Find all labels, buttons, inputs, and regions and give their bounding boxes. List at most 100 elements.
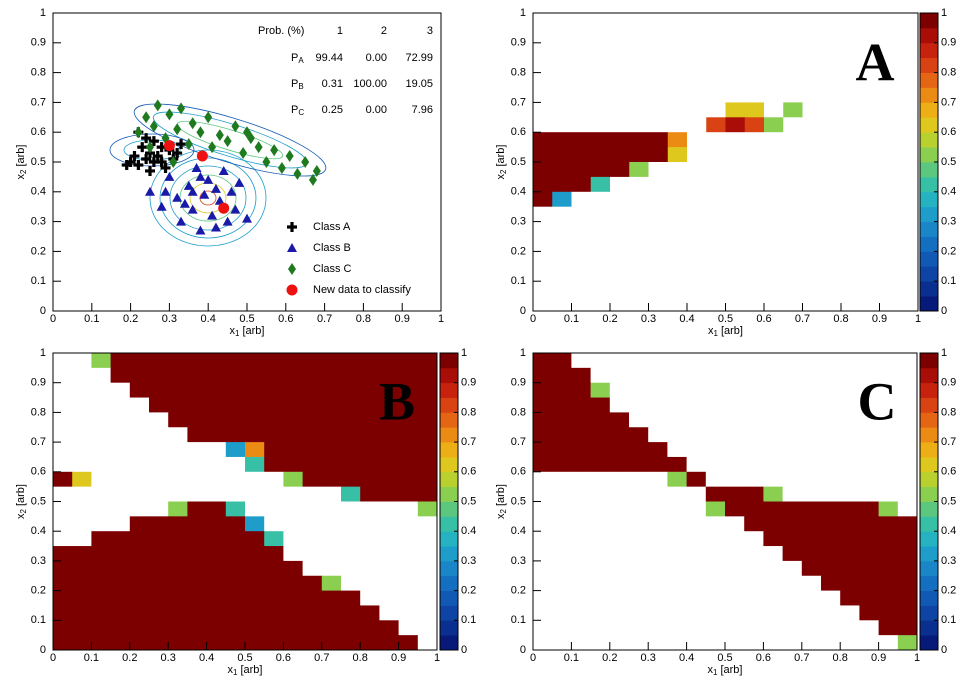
colorbar-band: [440, 367, 458, 384]
heatmap-cell: [283, 471, 303, 488]
heatmap-cell: [533, 575, 553, 591]
heatmap-cell: [341, 353, 361, 369]
heatmap-cell: [897, 635, 918, 651]
heatmap-cell: [782, 531, 803, 547]
heatmap-cell: [590, 251, 611, 267]
point: [215, 129, 224, 142]
y-tick-label: 0.9: [511, 377, 526, 389]
heatmap-cell: [149, 427, 169, 443]
heatmap-cell: [129, 353, 150, 369]
heatmap-cell: [398, 590, 419, 606]
heatmap-cell: [802, 176, 823, 193]
heatmap-cell: [897, 382, 918, 398]
heatmap-cell: [840, 501, 860, 517]
heatmap-cell: [302, 635, 323, 651]
heatmap-cell: [206, 546, 227, 562]
x-tick-label: 0.3: [641, 313, 656, 325]
heatmap-cell: [283, 531, 303, 547]
heatmap-cell: [629, 605, 649, 621]
y-tick-label: 0.4: [511, 525, 526, 537]
point: [179, 198, 190, 208]
heatmap-cell: [245, 397, 265, 413]
heatmap-cell: [110, 456, 131, 473]
heatmap-cell: [417, 486, 438, 502]
heatmap-cell: [629, 147, 649, 163]
heatmap-cell: [533, 531, 553, 547]
heatmap-cell: [187, 442, 207, 458]
heatmap-cell: [705, 367, 726, 384]
axis-symbol: x: [230, 325, 236, 337]
heatmap-cell: [725, 501, 745, 517]
x-tick-label: 0: [530, 313, 536, 325]
heatmap-cell: [149, 367, 169, 384]
colorbar-tick-label: 0.5: [461, 495, 476, 507]
y-tick-label: 0.4: [31, 525, 46, 537]
heatmap-cell: [686, 471, 707, 488]
heatmap-cell: [168, 546, 188, 562]
x-tick-label: 1: [915, 313, 921, 325]
heatmap-cell: [859, 590, 879, 606]
heatmap-cell: [53, 516, 73, 532]
heatmap-cell: [590, 27, 611, 44]
axis-subscript: 2: [499, 169, 508, 174]
heatmap-cell: [360, 560, 380, 577]
heatmap-cell: [533, 442, 553, 458]
heatmap-cell: [341, 546, 361, 562]
heatmap-cell: [782, 397, 803, 413]
heatmap-cell: [763, 353, 783, 369]
heatmap-cell: [417, 456, 438, 473]
heatmap-cell: [533, 191, 553, 208]
heatmap-cell: [859, 382, 879, 398]
axis-subscript: 1: [713, 668, 718, 677]
heatmap-cell: [706, 221, 726, 237]
heatmap-cell: [821, 162, 842, 178]
heatmap-cell: [129, 442, 150, 458]
panel-label: C: [858, 371, 897, 431]
heatmap-cell: [341, 531, 361, 547]
point: [142, 111, 151, 124]
colorbar-band: [440, 456, 458, 473]
point: [293, 167, 302, 180]
point: [262, 156, 271, 168]
heatmap-cell: [321, 382, 342, 398]
heatmap-cell: [571, 397, 591, 413]
heatmap-cell: [879, 57, 900, 73]
y-tick-label: 0.5: [31, 156, 46, 168]
heatmap-cell: [398, 367, 419, 384]
y-tick-label: 0.5: [31, 495, 46, 507]
heatmap-cell: [744, 605, 764, 621]
heatmap-cell: [764, 191, 784, 208]
heatmap-cell: [53, 412, 73, 428]
heatmap-cell: [571, 456, 591, 473]
table-row-label: PB: [291, 78, 304, 91]
colorbar-band: [920, 560, 938, 577]
heatmap-cell: [898, 191, 919, 208]
y-tick-label: 0.4: [31, 186, 46, 198]
heatmap-cell: [72, 546, 92, 562]
ylabel-axis-label: x2[arb]: [15, 484, 28, 519]
heatmap-cell: [610, 132, 630, 148]
heatmap-cell: [552, 412, 572, 428]
heatmap-cell: [898, 147, 919, 163]
heatmap-cell: [648, 57, 669, 73]
heatmap-cell: [72, 605, 92, 621]
heatmap-cell: [840, 605, 860, 621]
heatmap-cell: [744, 206, 765, 222]
heatmap-cell: [706, 266, 726, 282]
heatmap-cell: [610, 87, 630, 103]
heatmap-cell: [590, 382, 611, 398]
heatmap-cell: [897, 560, 918, 577]
heatmap-cell: [417, 560, 438, 577]
heatmap-cell: [225, 427, 246, 443]
heatmap-cell: [686, 501, 707, 517]
heatmap-cell: [283, 442, 303, 458]
heatmap-cell: [533, 516, 553, 532]
heatmap-cell: [878, 412, 899, 428]
heatmap-cell: [648, 501, 668, 517]
colorbar-tick-label: 0.8: [461, 406, 476, 418]
heatmap-cell: [898, 117, 919, 133]
heatmap-cell: [571, 620, 591, 636]
point: [195, 225, 206, 235]
heatmap-cell: [168, 635, 188, 651]
heatmap-cell: [840, 516, 860, 532]
